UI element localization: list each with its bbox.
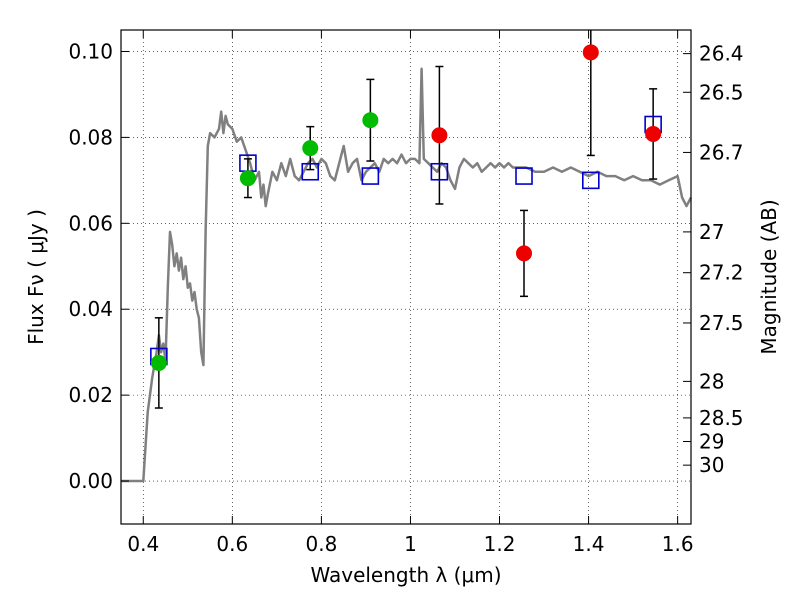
- y-axis-label: Flux Fν ( μJy ): [24, 209, 48, 345]
- y-tick-label: 0.10: [68, 39, 113, 63]
- y-tick-label: 0.08: [68, 125, 113, 149]
- y-tick-label: 0.00: [68, 469, 113, 493]
- y-tick-label: 0.06: [68, 211, 113, 235]
- bandpass-square: [301, 162, 320, 181]
- bandpass-square: [582, 171, 600, 190]
- x-tick-label: 0.4: [127, 532, 159, 556]
- right-axis-label: Magnitude (AB): [757, 199, 781, 354]
- green-point: [239, 170, 256, 187]
- bandpass-square: [430, 162, 449, 181]
- red-point: [645, 125, 662, 142]
- right-tick-label: 28.5: [699, 406, 744, 430]
- y-tick-label: 0.02: [68, 383, 113, 407]
- green-point: [302, 140, 319, 157]
- x-axis-label: Wavelength λ (μm): [310, 563, 501, 587]
- grid: [121, 30, 691, 524]
- red-point: [516, 245, 533, 262]
- green-point: [362, 112, 379, 129]
- sed-line: [121, 67, 693, 483]
- plot-frame: [120, 29, 692, 525]
- y-tick-label: 0.04: [68, 297, 113, 321]
- right-tick-label: 29: [699, 430, 724, 454]
- axis-ticks: 0.4 0.6 0.8 1 1.2 1.4 1.6 0.00 0.02 0.04 0.06 0.08 0…: [68, 30, 744, 556]
- green-point: [150, 354, 167, 371]
- model-bandpass-squares: [150, 115, 662, 366]
- red-point: [431, 127, 448, 144]
- right-tick-label: 30: [699, 453, 724, 477]
- bandpass-square: [361, 167, 380, 185]
- x-tick-label: 0.6: [216, 532, 248, 556]
- red-point: [582, 44, 599, 61]
- right-tick-label: 27: [699, 220, 724, 244]
- right-tick-label: 28: [699, 369, 724, 393]
- right-tick-label: 26.5: [699, 80, 744, 104]
- model-sed-curve: [121, 67, 693, 483]
- x-tick-label: 1: [404, 532, 417, 556]
- x-tick-label: 0.8: [305, 532, 337, 556]
- right-tick-label: 27.2: [699, 261, 744, 285]
- observed-points: [150, 44, 662, 371]
- right-tick-label: 27.5: [699, 311, 744, 335]
- error-bars: [154, 30, 658, 409]
- right-tick-label: 26.4: [699, 42, 744, 66]
- x-tick-label: 1.2: [484, 532, 516, 556]
- x-tick-label: 1.6: [662, 532, 694, 556]
- x-tick-label: 1.4: [573, 532, 605, 556]
- right-tick-label: 26.7: [699, 140, 744, 164]
- bandpass-square: [515, 167, 533, 185]
